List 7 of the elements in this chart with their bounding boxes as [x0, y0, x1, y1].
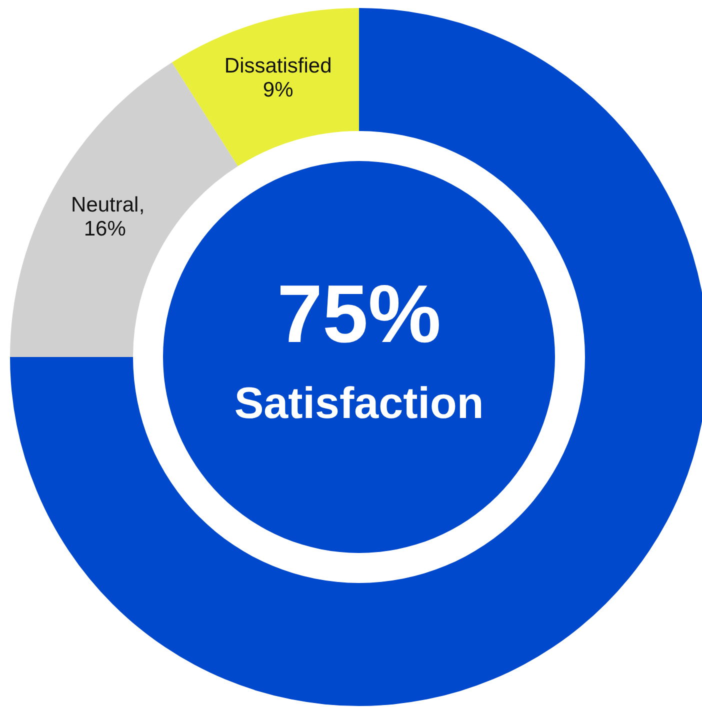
slice-label: Neutral: [71, 193, 139, 216]
slice-label: Dissatisfied: [224, 54, 332, 78]
text: ,: [138, 193, 145, 216]
data-label: 16%: [84, 217, 126, 240]
slice-label: Satisfaction: [234, 379, 484, 428]
data-label: 9%: [262, 78, 294, 102]
data-label: 75%: [276, 269, 442, 360]
